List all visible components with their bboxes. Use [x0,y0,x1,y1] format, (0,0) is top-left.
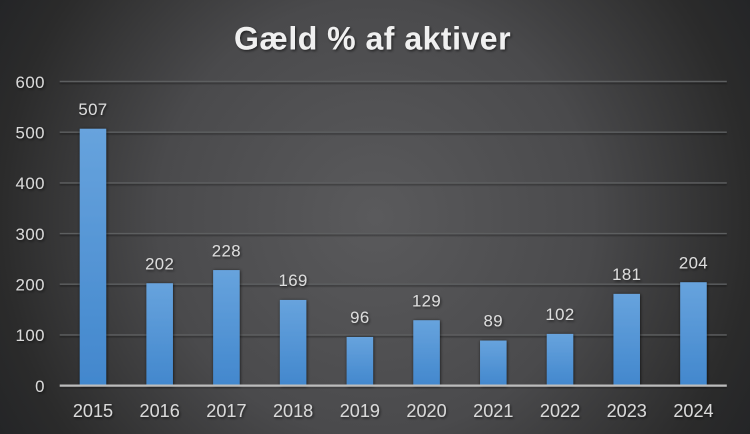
svg-text:2019: 2019 [340,401,380,421]
svg-text:2022: 2022 [540,401,580,421]
svg-text:200: 200 [16,276,46,295]
svg-text:100: 100 [16,326,46,345]
svg-text:Gæld % af aktiver: Gæld % af aktiver [234,21,511,57]
svg-text:2015: 2015 [73,401,113,421]
svg-text:89: 89 [484,312,503,331]
svg-text:2021: 2021 [473,401,513,421]
svg-text:181: 181 [612,265,641,284]
svg-text:129: 129 [412,291,441,310]
svg-text:96: 96 [350,308,369,327]
svg-text:202: 202 [145,255,174,274]
svg-text:2023: 2023 [607,401,647,421]
svg-text:2024: 2024 [673,401,713,421]
svg-text:0: 0 [35,377,45,396]
svg-text:2016: 2016 [140,401,180,421]
svg-text:2017: 2017 [206,401,246,421]
svg-text:600: 600 [16,73,46,92]
svg-text:228: 228 [212,241,241,260]
svg-text:507: 507 [78,100,107,119]
svg-text:102: 102 [545,305,574,324]
svg-text:204: 204 [679,253,708,272]
svg-text:2018: 2018 [273,401,313,421]
svg-text:169: 169 [279,271,308,290]
svg-text:2020: 2020 [406,401,446,421]
svg-text:300: 300 [16,225,46,244]
svg-text:400: 400 [16,174,46,193]
svg-text:500: 500 [16,124,46,143]
